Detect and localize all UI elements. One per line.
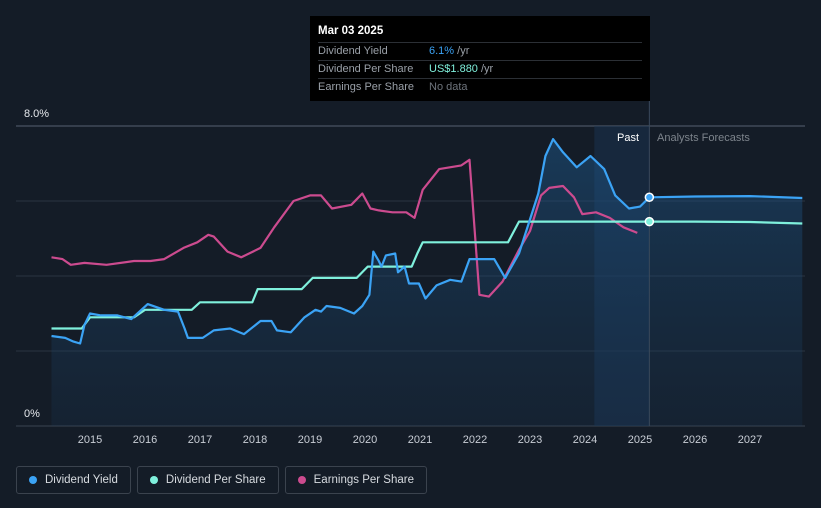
legend-item-dividend-per-share[interactable]: Dividend Per Share bbox=[136, 466, 279, 494]
x-tick-label: 2025 bbox=[628, 434, 652, 446]
x-tick-label: 2026 bbox=[683, 434, 707, 446]
x-tick-label: 2020 bbox=[353, 434, 377, 446]
legend-label: Dividend Per Share bbox=[165, 474, 266, 486]
legend-dot-icon bbox=[149, 476, 158, 484]
x-tick-label: 2024 bbox=[573, 434, 597, 446]
legend-dot-icon bbox=[297, 476, 306, 484]
forecast-region-label: Analysts Forecasts bbox=[657, 132, 750, 144]
tooltip-value: 6.1% bbox=[429, 45, 455, 57]
dividend-yield-line bbox=[51, 138, 803, 345]
x-tick-label: 2018 bbox=[243, 434, 267, 446]
x-tick-label: 2015 bbox=[78, 434, 102, 446]
x-tick-label: 2022 bbox=[463, 434, 487, 446]
legend-label: Dividend Yield bbox=[45, 474, 118, 486]
tooltip-date: Mar 03 2025 bbox=[318, 22, 642, 43]
dividend-yield-area bbox=[51, 139, 803, 426]
y-axis-min-label: 0% bbox=[24, 408, 40, 420]
tooltip-value: US$1.880 bbox=[429, 63, 478, 75]
x-tick-label: 2027 bbox=[738, 434, 762, 446]
x-axis: 2015 2016 2017 2018 2019 2020 2021 2022 2023 2024… bbox=[78, 434, 762, 446]
tooltip-row-dividend-yield: Dividend Yield 6.1% /yr bbox=[318, 43, 642, 61]
chart-legend: Dividend Yield Dividend Per Share Earnin… bbox=[16, 466, 427, 494]
legend-label: Earnings Per Share bbox=[313, 474, 414, 486]
x-tick-label: 2017 bbox=[188, 434, 212, 446]
hover-tooltip: Mar 03 2025 Dividend Yield 6.1% /yr Divi… bbox=[310, 16, 650, 101]
tooltip-label: Dividend Yield bbox=[318, 45, 388, 57]
x-tick-label: 2016 bbox=[133, 434, 157, 446]
earnings-per-share-line bbox=[51, 158, 638, 298]
legend-item-earnings-per-share[interactable]: Earnings Per Share bbox=[284, 466, 427, 494]
dividend-per-share-line bbox=[51, 220, 803, 330]
x-tick-label: 2023 bbox=[518, 434, 542, 446]
past-region-label: Past bbox=[617, 132, 640, 144]
tooltip-row-earnings-per-share: Earnings Per Share No data bbox=[318, 79, 642, 96]
y-axis-max-label: 8.0% bbox=[24, 108, 50, 120]
legend-item-dividend-yield[interactable]: Dividend Yield bbox=[16, 466, 131, 494]
tooltip-value: No data bbox=[429, 81, 468, 93]
tooltip-suffix: /yr bbox=[477, 63, 494, 75]
tooltip-suffix: /yr bbox=[454, 45, 470, 57]
legend-dot-icon bbox=[29, 476, 37, 484]
x-tick-label: 2021 bbox=[408, 434, 432, 446]
tooltip-row-dividend-per-share: Dividend Per Share US$1.880 /yr bbox=[318, 61, 642, 79]
tooltip-label: Dividend Per Share bbox=[318, 63, 414, 75]
tooltip-label: Earnings Per Share bbox=[318, 81, 414, 93]
dividend-per-share-marker bbox=[644, 216, 655, 227]
dividend-yield-marker bbox=[644, 192, 655, 202]
x-tick-label: 2019 bbox=[298, 434, 322, 446]
